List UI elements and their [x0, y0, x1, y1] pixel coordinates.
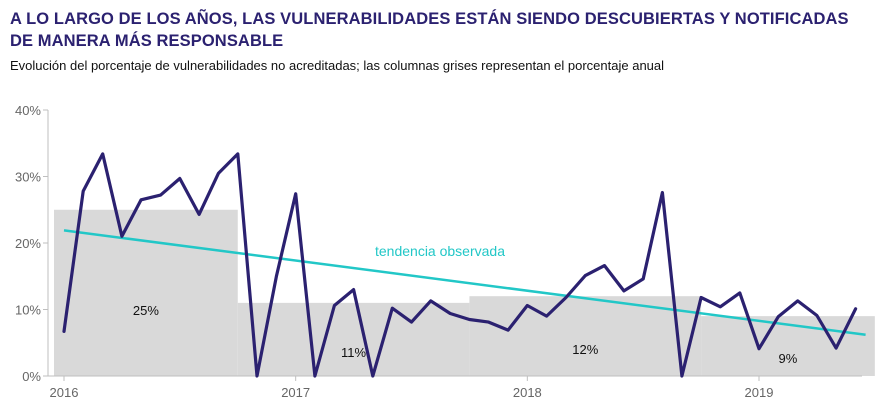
x-tick-label-2017: 2017 [281, 385, 310, 400]
x-tick-label-2018: 2018 [513, 385, 542, 400]
annual-bar-2 [237, 302, 470, 376]
annual-bar-label-3: 12% [572, 342, 598, 357]
y-tick-label-30: 30% [15, 170, 41, 185]
y-tick-label-10: 10% [15, 303, 41, 318]
series [62, 152, 858, 378]
annual-bar-label-1: 25% [133, 303, 159, 318]
chart-subtitle: Evolución del porcentaje de vulnerabilid… [10, 58, 665, 73]
x-tick-label-2019: 2019 [745, 385, 774, 400]
trend-label: tendencia observada [375, 243, 505, 259]
x-tick-label-2016: 2016 [50, 385, 79, 400]
series-line-1 [62, 152, 858, 378]
trend [63, 229, 866, 337]
y-tick-label-40: 40% [15, 103, 41, 118]
annual-bar-1 [54, 209, 238, 376]
labels: 25% 11% 12% 9% tendencia observada [133, 243, 798, 366]
trend-line [63, 229, 866, 337]
axes: 0% 10% 20% 30% 40% 2016 2017 2018 2019 [15, 103, 862, 400]
chart-title: A LO LARGO DE LOS AÑOS, LAS VULNERABILID… [10, 10, 849, 50]
annual-bar-label-2: 11% [341, 345, 366, 360]
annual-bar-label-4: 9% [779, 351, 798, 366]
annual-bars [54, 209, 875, 376]
y-tick-label-0: 0% [22, 369, 41, 384]
y-tick-label-20: 20% [15, 236, 41, 251]
